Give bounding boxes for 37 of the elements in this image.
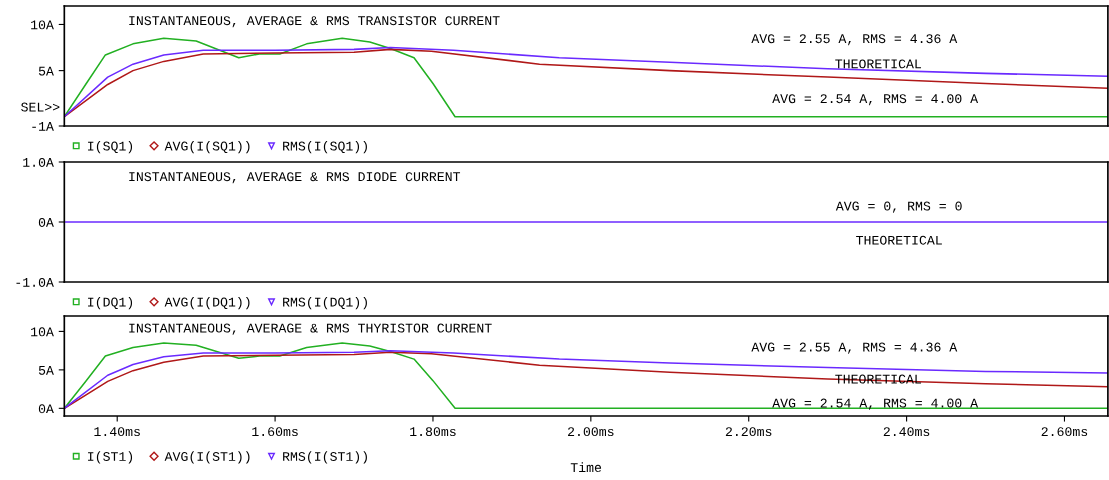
y-tick-label: 0A	[38, 217, 54, 227]
legend-label: AVG(I(DQ1))	[164, 296, 250, 310]
x-tick-label: 2.00ms	[568, 427, 614, 437]
legend-label: I(SQ1)	[88, 140, 133, 154]
annotation: AVG = 2.54 A, RMS = 4.00 A	[772, 94, 979, 106]
legend-label: RMS(I(DQ1))	[283, 296, 367, 310]
legend-label: I(DQ1)	[88, 296, 133, 310]
x-tick-label: 2.40ms	[883, 427, 930, 437]
y-tick-label: -1.0A	[16, 277, 54, 287]
x-tick-label: 1.80ms	[410, 427, 456, 437]
y-tick-label: 0A	[38, 404, 54, 414]
y-tick-label: 10A	[31, 327, 54, 337]
legend-label: AVG(I(ST1))	[164, 451, 250, 464]
x-tick-label: 1.40ms	[94, 427, 140, 437]
legend-label: RMS(I(SQ1))	[283, 140, 367, 154]
y-tick-label: 5A	[38, 365, 54, 375]
legend-label: RMS(I(ST1))	[283, 451, 367, 464]
x-tick-label: 2.60ms	[1041, 427, 1088, 437]
annotation: AVG = 2.54 A, RMS = 4.00 A	[772, 398, 979, 410]
x-axis-title: Time	[570, 462, 602, 473]
y-tick-label: 10A	[31, 20, 54, 30]
text: SEL>>	[21, 102, 60, 112]
legend-label: I(ST1)	[88, 451, 133, 464]
text: INSTANTANEOUS, AVERAGE & RMS DIODE CURRENT	[129, 172, 461, 184]
legend-label: AVG(I(SQ1))	[164, 140, 250, 154]
annotation: AVG = 2.55 A, RMS = 4.36 A	[751, 342, 958, 354]
annotation: THEORETICAL	[856, 235, 942, 245]
x-tick-label: 1.60ms	[252, 427, 298, 437]
chart-title: INSTANTANEOUS, AVERAGE & RMS THYRISTOR CURRENT	[129, 323, 492, 335]
y-tick-label: 5A	[38, 66, 54, 76]
x-tick-label: 2.20ms	[725, 427, 772, 437]
annotation: AVG = 0, RMS = 0	[835, 201, 962, 213]
annotation: AVG = 2.55 A, RMS = 4.36 A	[751, 34, 958, 46]
y-tick-label: -1A	[32, 122, 54, 131]
annotation: THEORETICAL	[835, 59, 922, 69]
y-tick-label: 1.0A	[23, 157, 54, 167]
text: INSTANTANEOUS, AVERAGE & RMS TRANSISTOR CURRENT	[129, 16, 500, 28]
